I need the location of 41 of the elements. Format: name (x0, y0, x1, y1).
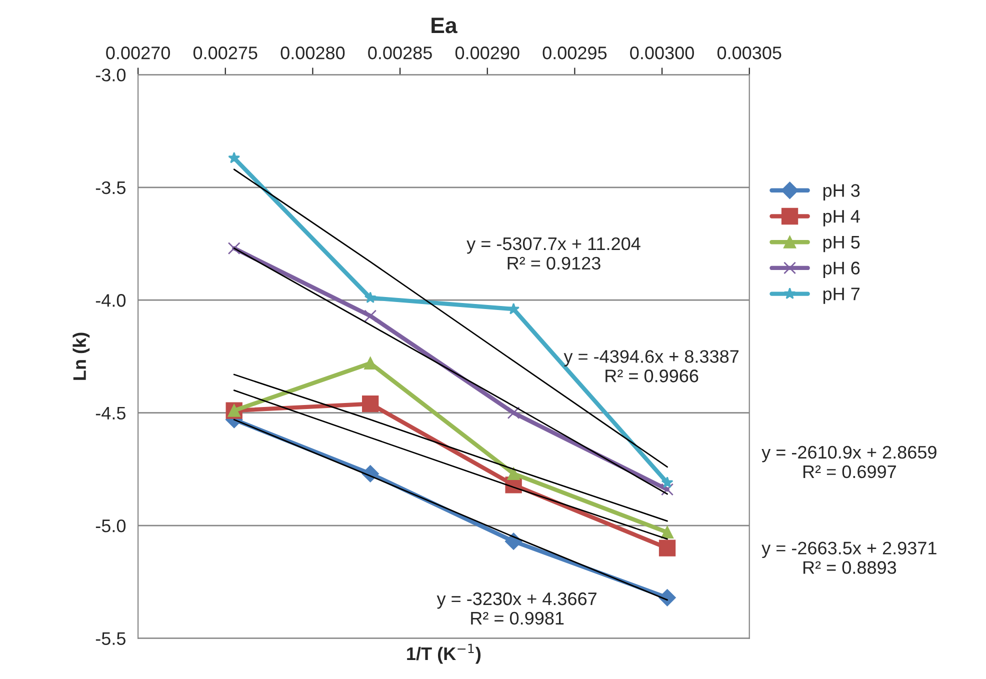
x-axis-title: 1/T (K$^{−1}$) (407, 644, 481, 664)
chart-title: Ea (432, 18, 458, 34)
annotation: y = -5307.7x + 11.204 R² = 0.9123 (466, 237, 640, 270)
point (505, 532, 522, 550)
x-tick-label: 0.00300 (630, 46, 694, 60)
y-tick-label: -4.0 (96, 294, 126, 307)
annotation: y = -4394.6x + 8.3387 R² = 0.9966 (564, 350, 738, 382)
point (364, 310, 377, 322)
y-tick-label: -3.5 (96, 181, 126, 194)
point (507, 406, 520, 420)
point (661, 483, 674, 496)
legend-label: pH 5 (823, 236, 860, 252)
x-tick-label: 0.00275 (193, 46, 258, 60)
x-tick-label: 0.00295 (542, 46, 607, 60)
point (507, 467, 520, 480)
point (508, 302, 520, 314)
x-tick-label: 0.00270 (106, 46, 170, 60)
point (364, 292, 376, 304)
point (228, 152, 240, 164)
point (661, 476, 674, 488)
point (228, 242, 240, 255)
legend-label: pH 4 (823, 210, 860, 226)
point (661, 526, 674, 539)
text: y = -2610.9x + 2.8659 R² = 0.6997 (762, 446, 936, 478)
annotation: y = -3230x + 4.3667 R² = 0.9981 (436, 592, 596, 625)
x-tick-label: 0.00290 (455, 46, 520, 60)
legend-label: pH 3 (823, 184, 860, 200)
y-tick-label: -5.5 (96, 632, 126, 645)
point (658, 540, 676, 556)
y-axis-title: Ln (k) (72, 332, 90, 380)
x-tick-label: 0.00305 (717, 46, 782, 60)
legend-label: pH 7 (823, 288, 860, 304)
point (658, 589, 676, 606)
text: y = -2663.5x + 2.9371 R² = 0.8893 (762, 542, 936, 574)
x-tick-label: 0.00280 (280, 46, 345, 60)
x-tick-label: 0.00285 (368, 46, 432, 60)
y-tick-label: -4.5 (96, 406, 126, 420)
legend-label: pH 6 (823, 262, 860, 278)
point (362, 395, 379, 412)
y-tick-label: -5.0 (96, 519, 126, 532)
y-tick-label: -3.0 (96, 68, 126, 82)
